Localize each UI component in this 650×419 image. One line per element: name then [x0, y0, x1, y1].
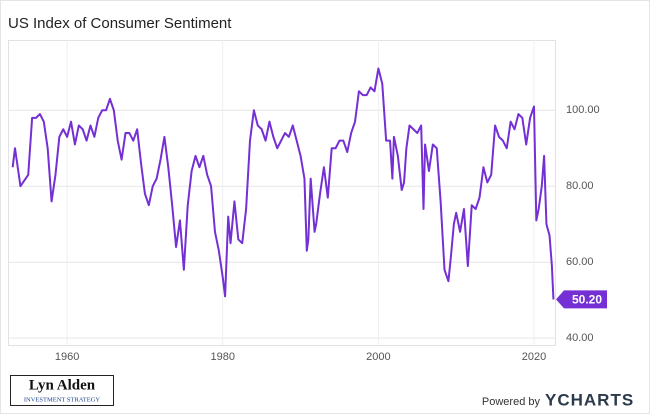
x-tick-label: 2020 — [522, 351, 546, 363]
powered-by: Powered by — [482, 396, 541, 408]
logo-name: Lyn Alden — [29, 377, 96, 393]
line — [11, 67, 555, 300]
y-tick-label: 100.00 — [566, 104, 600, 116]
logo: Lyn Alden INVESTMENT STRATEGY — [10, 375, 114, 406]
x-tick-label: 1980 — [211, 351, 235, 363]
logo-tagline: INVESTMENT STRATEGY — [24, 396, 101, 403]
y-tick-label: 60.00 — [566, 256, 594, 268]
y-tick-label: 40.00 — [566, 332, 594, 344]
chart-title: US Index of Consumer Sentiment — [8, 15, 232, 32]
x-tick-label: 1960 — [55, 351, 79, 363]
plot-border — [8, 40, 556, 346]
last-value-badge — [556, 290, 607, 309]
series — [11, 67, 555, 300]
logo-box — [10, 375, 114, 406]
y-tick-label: 80.00 — [566, 180, 594, 192]
grid — [8, 40, 555, 345]
provider-logo: YCHARTS — [545, 390, 634, 409]
x-tick-label: 2000 — [366, 351, 390, 363]
last-value-label: 50.20 — [572, 293, 602, 307]
